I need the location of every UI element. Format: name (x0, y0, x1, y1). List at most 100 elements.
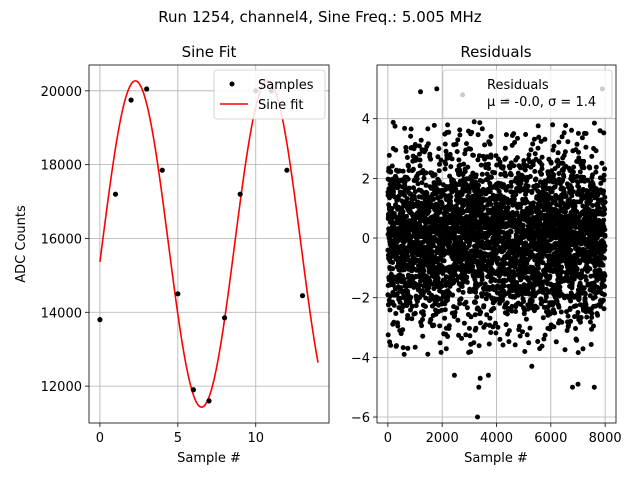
residual-outlier-point (575, 381, 581, 387)
y-tick-label: 18000 (41, 159, 82, 174)
residual-point (602, 166, 608, 172)
residual-point (528, 147, 534, 153)
residual-point (398, 331, 404, 337)
residual-point (401, 267, 407, 273)
residual-point (539, 166, 545, 172)
residual-point (397, 299, 403, 305)
residual-point (498, 171, 504, 177)
x-tick-label: 2000 (426, 431, 459, 446)
residual-point (464, 279, 470, 285)
residual-point (508, 229, 514, 235)
residual-point (559, 269, 565, 275)
sample-point (299, 293, 306, 299)
residual-point (574, 209, 580, 215)
residual-point (602, 273, 608, 279)
residual-point (516, 323, 522, 329)
residual-point (506, 339, 512, 345)
residual-point (501, 283, 507, 289)
residual-point (464, 274, 470, 280)
residual-point (504, 311, 510, 317)
residual-point (438, 349, 444, 355)
residual-point (539, 284, 545, 290)
residual-point (525, 183, 531, 189)
residual-point (480, 186, 486, 192)
sample-point (221, 315, 228, 321)
residual-point (394, 343, 399, 349)
residual-point (582, 295, 588, 301)
residual-point (511, 131, 517, 137)
residual-point (538, 272, 544, 278)
residual-point (601, 255, 607, 261)
residual-point (579, 135, 585, 141)
residual-point (447, 151, 453, 157)
residual-point (428, 156, 434, 162)
residual-outlier-point (434, 86, 440, 92)
residual-point (404, 196, 410, 202)
residual-point (405, 313, 411, 318)
residual-point (602, 233, 608, 239)
residual-point (442, 307, 448, 313)
residual-point (589, 314, 595, 320)
residual-point (421, 312, 427, 318)
residual-point (408, 307, 413, 313)
residual-point (401, 276, 407, 282)
residual-point (482, 281, 488, 287)
residual-point (601, 177, 607, 183)
residual-point (408, 133, 414, 139)
residual-point (387, 307, 393, 313)
residual-point (571, 164, 577, 170)
residual-point (530, 141, 536, 147)
residual-point (598, 180, 604, 186)
residual-point (393, 311, 399, 316)
residual-point (452, 310, 458, 315)
residual-point (417, 295, 423, 301)
residual-point (495, 324, 501, 330)
residual-point (416, 143, 422, 149)
residual-point (492, 170, 498, 176)
residual-point (550, 147, 556, 153)
residual-point (508, 183, 514, 189)
residual-point (585, 177, 591, 183)
residual-point (400, 209, 406, 215)
residual-point (457, 301, 463, 307)
residual-point (448, 194, 454, 200)
residual-point (593, 148, 599, 154)
residual-point (547, 273, 553, 279)
sample-point (97, 317, 103, 323)
residual-point (602, 283, 607, 289)
residual-point (518, 201, 524, 207)
residual-point (522, 349, 528, 354)
residual-point (601, 292, 607, 298)
residual-point (574, 337, 580, 343)
residual-point (535, 123, 541, 129)
x-tick-label: 6000 (534, 431, 567, 446)
residual-point (500, 297, 505, 303)
residual-point (438, 157, 444, 163)
residuals-legend-box (442, 69, 613, 119)
residual-point (569, 127, 574, 133)
residual-point (595, 312, 601, 318)
residual-point (473, 289, 479, 295)
residual-point (488, 201, 494, 207)
residual-point (561, 130, 567, 136)
residual-point (385, 332, 391, 338)
x-tick-label: 0 (384, 431, 392, 446)
residual-point (512, 342, 518, 348)
residual-point (569, 185, 575, 191)
residual-point (420, 333, 426, 339)
residual-point (443, 346, 449, 352)
residual-point (602, 207, 608, 212)
x-tick-label: 0 (96, 431, 104, 446)
residual-point (412, 310, 418, 316)
residual-point (409, 303, 415, 309)
residual-point (548, 160, 554, 166)
residual-point (455, 317, 461, 323)
residual-point (417, 222, 423, 228)
x-tick-label: 10 (247, 431, 264, 446)
residuals-xlabel: Sample # (464, 451, 528, 466)
y-tick-label: 20000 (41, 85, 82, 100)
residuals-ticks: 0 2000 4000 6000 8000 −6 −4 −2 0 2 4 (351, 113, 622, 446)
residual-point (563, 209, 568, 215)
sine-fit-title: Sine Fit (182, 43, 237, 61)
residuals-axes: Residuals 0 2000 4000 6000 8000 −6 −4 −2 0 2 4 Sam… (351, 43, 622, 466)
